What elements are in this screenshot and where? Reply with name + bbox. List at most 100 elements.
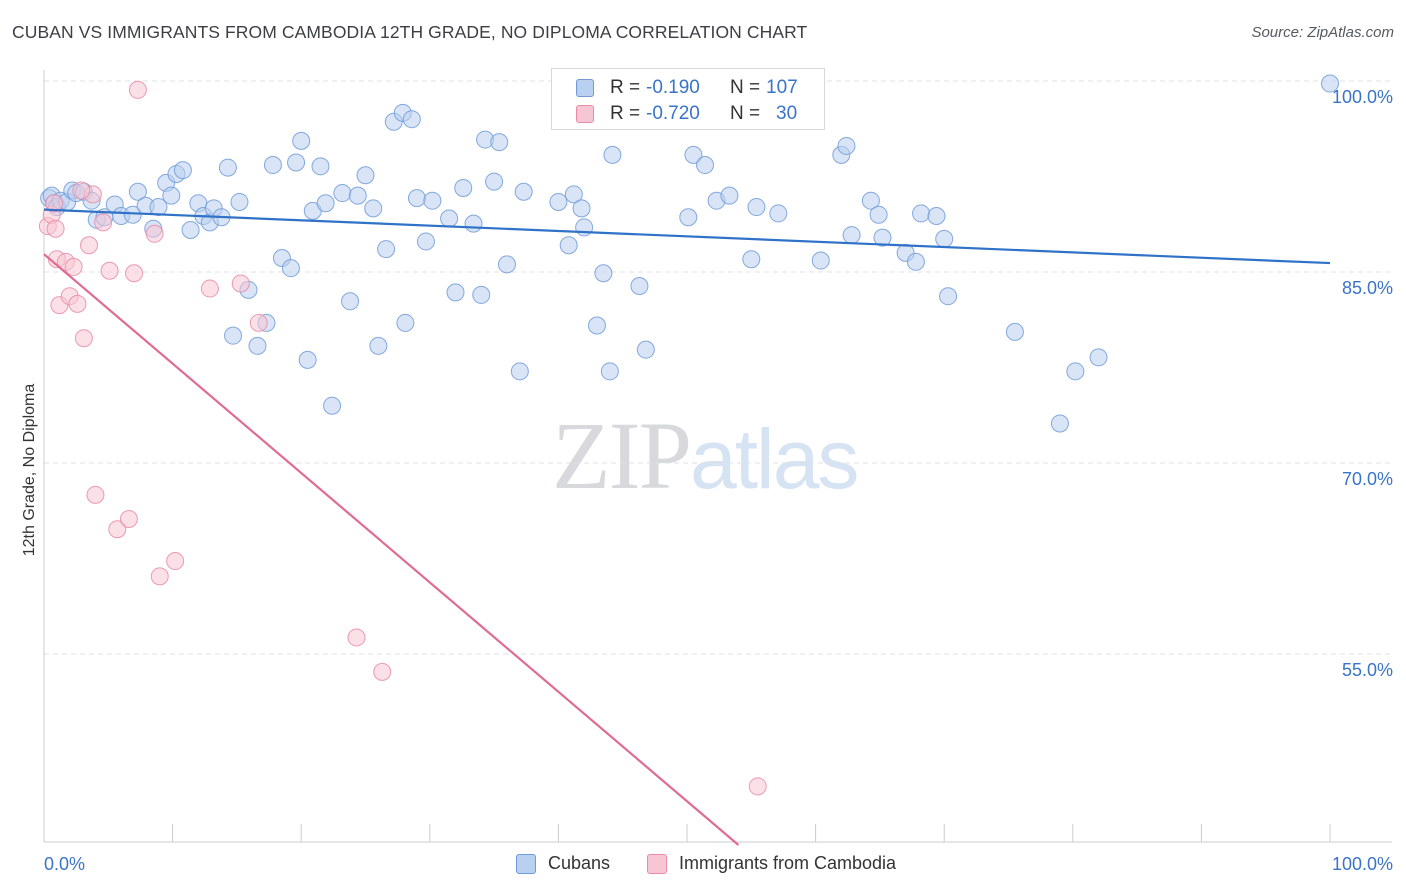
n-value: 107	[766, 77, 798, 98]
cambodia-point	[347, 628, 366, 647]
cubans-point	[440, 209, 459, 228]
cubans-point	[348, 186, 367, 205]
cubans-point	[292, 131, 311, 150]
cubans-point	[939, 287, 958, 306]
cubans-point	[464, 214, 483, 233]
cubans-point	[396, 313, 415, 332]
source-label: Source: ZipAtlas.com	[1251, 24, 1394, 41]
cubans-point	[446, 283, 465, 302]
cubans-point	[485, 172, 504, 191]
cambodia-point	[166, 552, 185, 571]
cubans-point	[906, 252, 925, 271]
cubans-point	[162, 186, 181, 205]
r-label: R =	[610, 103, 641, 124]
cambodia-trendline	[43, 253, 740, 846]
cubans-point	[587, 316, 606, 335]
y-tick-label: 100.0%	[1332, 87, 1393, 107]
cambodia-point	[200, 279, 219, 298]
cubans-point	[248, 336, 267, 355]
cubans-point	[564, 185, 583, 204]
watermark-atlas: atlas	[690, 412, 859, 506]
r-value: -0.190	[646, 77, 700, 98]
cubans-point	[935, 229, 954, 248]
cubans-point	[769, 204, 788, 223]
cambodia-point	[80, 236, 99, 255]
cubans-point	[316, 194, 335, 213]
cubans-point	[218, 158, 237, 177]
cubans-point	[173, 161, 192, 180]
cubans-point	[837, 136, 856, 155]
x-tick-label: 100.0%	[1332, 854, 1393, 874]
chart-title: CUBAN VS IMMIGRANTS FROM CAMBODIA 12TH G…	[12, 22, 808, 42]
cubans-point	[720, 186, 739, 205]
cubans-point	[490, 133, 509, 152]
cubans-point	[1066, 362, 1085, 381]
cambodia-point	[64, 257, 83, 276]
cubans-point	[603, 145, 622, 164]
r-label: R =	[610, 77, 641, 98]
cubans-point	[341, 292, 360, 311]
cubans-point	[323, 396, 342, 415]
cubans-point	[356, 166, 375, 185]
cambodia-point	[74, 329, 93, 348]
cubans-point	[128, 182, 147, 201]
cubans-point	[510, 362, 529, 381]
cubans-swatch	[516, 854, 536, 874]
cubans-point	[684, 145, 703, 164]
cambodia-point	[119, 510, 138, 529]
cambodia-point	[145, 224, 164, 243]
cubans-point	[869, 205, 888, 224]
cubans-point	[497, 255, 516, 274]
cambodia-swatch	[576, 105, 594, 123]
cambodia-point	[231, 274, 250, 293]
cambodia-point	[150, 567, 169, 586]
cubans-point	[811, 251, 830, 270]
cambodia-point	[68, 294, 87, 313]
cubans-point	[230, 192, 249, 211]
cubans-point	[333, 184, 352, 203]
cubans-point	[912, 204, 931, 223]
cubans-point	[377, 240, 396, 259]
cubans-point	[298, 350, 317, 369]
cubans-point	[1005, 322, 1024, 341]
cubans-point	[873, 228, 892, 247]
cambodia-point	[128, 80, 147, 99]
cubans-point	[407, 189, 426, 208]
cubans-point	[287, 153, 306, 172]
cubans-point	[572, 199, 591, 218]
x-tick-label: 0.0%	[44, 854, 85, 874]
cambodia-point	[748, 777, 767, 796]
cubans-point	[416, 232, 435, 251]
cambodia-point	[100, 261, 119, 280]
watermark-zip: ZIP	[552, 402, 692, 509]
watermark: ZIPatlas	[552, 400, 859, 511]
cambodia-point	[125, 264, 144, 283]
cubans-point	[423, 191, 442, 210]
n-label: N =	[730, 103, 761, 124]
cubans-trendline	[43, 208, 1331, 265]
cubans-point	[842, 226, 861, 245]
cubans-point	[559, 236, 578, 255]
cubans-point	[402, 110, 421, 129]
cambodia-point	[94, 213, 113, 232]
cubans-point	[149, 198, 168, 217]
cambodia-point	[373, 662, 392, 681]
cubans-point	[1089, 348, 1108, 367]
legend-label: Cubans	[548, 853, 611, 873]
stats-legend: R = -0.190 N = 107 R = -0.720 N = 30	[551, 68, 825, 130]
cubans-point	[369, 336, 388, 355]
r-value: -0.720	[646, 103, 700, 124]
cubans-point	[630, 277, 649, 296]
cubans-point	[281, 259, 300, 278]
cubans-point	[224, 326, 243, 345]
cambodia-point	[46, 219, 65, 238]
cubans-point	[1050, 414, 1069, 433]
cubans-point	[927, 206, 946, 225]
y-tick-label: 85.0%	[1342, 278, 1393, 298]
cambodia-point	[72, 181, 91, 200]
cubans-swatch	[576, 79, 594, 97]
legend-label: Immigrants from Cambodia	[679, 853, 897, 873]
cubans-point	[364, 199, 383, 218]
y-tick-label: 55.0%	[1342, 660, 1393, 680]
